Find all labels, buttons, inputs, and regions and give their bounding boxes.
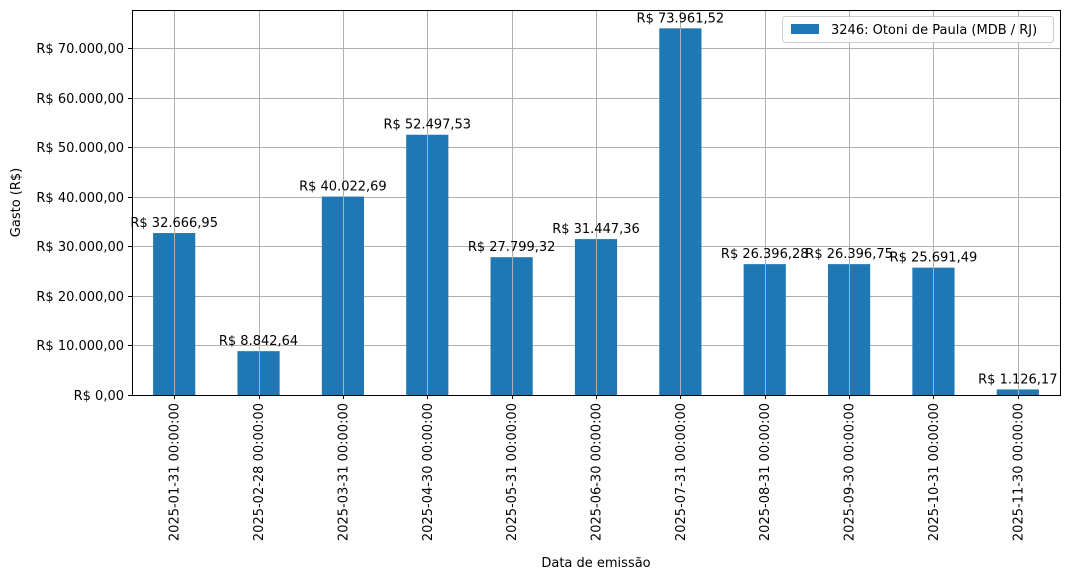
x-axis: 2025-01-31 00:00:00 2025-02-28 00:00:00 20… — [168, 395, 1026, 541]
y-tick-label: R$ 20.000,00 — [36, 290, 124, 305]
legend-box — [782, 16, 1054, 43]
y-tick-label: R$ 50.000,00 — [36, 141, 124, 156]
bar — [237, 351, 280, 395]
y-tick-label: R$ 10.000,00 — [36, 339, 124, 354]
bar-value-label: R$ 27.799,32 — [468, 240, 556, 255]
y-tick-label: R$ 40.000,00 — [36, 191, 124, 206]
legend-swatch — [791, 24, 819, 34]
y-tick-label: R$ 60.000,00 — [36, 92, 124, 107]
x-tick-label: 2025-10-31 00:00:00 — [927, 403, 942, 541]
bar — [490, 257, 533, 395]
bar-value-label: R$ 32.666,95 — [130, 216, 218, 231]
x-axis-label: Data de emissão — [541, 556, 650, 571]
bar — [996, 389, 1039, 395]
y-tick-label: R$ 30.000,00 — [36, 240, 124, 255]
x-tick-label: 2025-04-30 00:00:00 — [421, 403, 436, 541]
bar-value-label: R$ 40.022,69 — [299, 180, 387, 195]
x-tick-label: 2025-08-31 00:00:00 — [758, 403, 773, 541]
x-tick-label: 2025-06-30 00:00:00 — [590, 403, 605, 541]
x-tick-label: 2025-02-28 00:00:00 — [252, 403, 267, 541]
bar-value-label: R$ 73.961,52 — [637, 11, 725, 26]
y-tick-label: R$ 70.000,00 — [36, 42, 124, 57]
bar-value-label: R$ 1.126,17 — [978, 372, 1057, 387]
legend: 3246: Otoni de Paula (MDB / RJ) — [782, 16, 1054, 43]
x-tick-label: 2025-05-31 00:00:00 — [505, 403, 520, 541]
bar-value-labels: R$ 32.666,95 R$ 8.842,64 R$ 40.022,69 R$ 52… — [130, 11, 1057, 395]
y-axis: R$ 0,00 R$ 10.000,00 R$ 20.000,00 R$ 30.000… — [36, 42, 132, 404]
y-axis-label: Gasto (R$) — [9, 168, 24, 237]
x-tick-label: 2025-07-31 00:00:00 — [674, 403, 689, 541]
x-tick-label: 2025-09-30 00:00:00 — [843, 403, 858, 541]
bar-value-label: R$ 26.396,75 — [805, 247, 893, 262]
bar-value-label: R$ 26.396,28 — [721, 247, 809, 262]
bar-value-label: R$ 8.842,64 — [219, 334, 298, 349]
bar — [321, 196, 364, 395]
bar-value-label: R$ 52.497,53 — [383, 118, 471, 133]
x-tick-label: 2025-03-31 00:00:00 — [336, 403, 351, 541]
x-tick-label: 2025-01-31 00:00:00 — [168, 403, 183, 541]
bar-value-label: R$ 31.447,36 — [552, 222, 640, 237]
y-tick-label: R$ 0,00 — [74, 389, 124, 404]
legend-label: 3246: Otoni de Paula (MDB / RJ) — [831, 23, 1037, 38]
bar-value-label: R$ 25.691,49 — [890, 251, 978, 266]
x-tick-label: 2025-11-30 00:00:00 — [1011, 403, 1026, 541]
bar — [743, 264, 786, 395]
